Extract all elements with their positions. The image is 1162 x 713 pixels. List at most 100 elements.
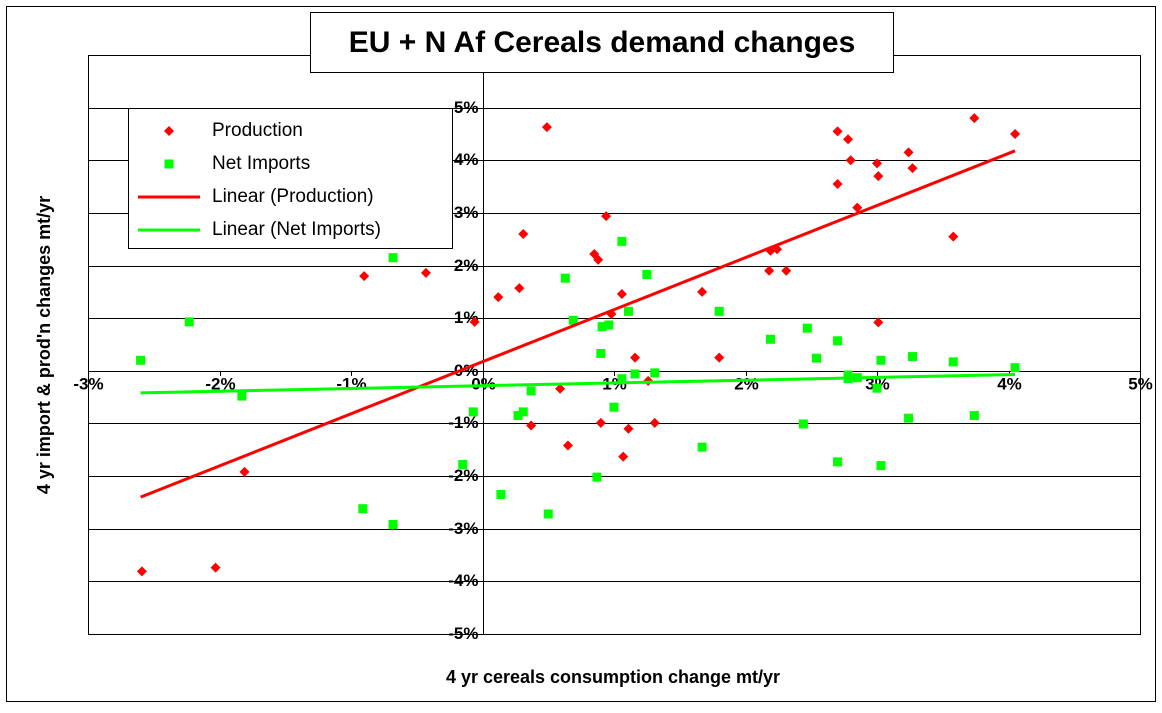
- data-point: [359, 271, 370, 282]
- data-point: [697, 442, 707, 452]
- data-point: [526, 386, 536, 396]
- data-point: [697, 286, 708, 297]
- data-point: [618, 451, 629, 462]
- chart-title: EU + N Af Cereals demand changes: [349, 26, 856, 59]
- data-point: [388, 520, 398, 530]
- data-point: [518, 407, 528, 417]
- x-tick-label: -3%: [73, 374, 103, 393]
- x-tick-label: 5%: [1128, 374, 1153, 393]
- data-point: [595, 417, 606, 428]
- data-point: [555, 383, 566, 394]
- y-tick-label: -4%: [448, 571, 478, 590]
- data-point: [597, 322, 607, 332]
- data-point: [872, 383, 882, 393]
- data-point: [843, 134, 854, 145]
- data-point: [630, 352, 641, 363]
- data-point: [136, 566, 147, 577]
- y-tick-label: -2%: [448, 466, 478, 485]
- x-tick-label: 4%: [997, 374, 1022, 393]
- data-point: [843, 370, 853, 380]
- y-tick-label: -3%: [448, 519, 478, 538]
- data-point: [468, 407, 478, 417]
- data-point: [593, 254, 604, 265]
- data-point: [560, 273, 570, 283]
- y-tick-label: -1%: [448, 413, 478, 432]
- data-point: [623, 423, 634, 434]
- y-tick-label: 4%: [454, 150, 479, 169]
- legend: Production Net Imports Linear (Production)…: [128, 108, 453, 249]
- data-point: [832, 178, 843, 189]
- legend-swatch: [164, 159, 174, 169]
- y-tick-label: 5%: [454, 98, 479, 117]
- data-point: [420, 267, 431, 278]
- data-point: [798, 419, 808, 429]
- legend-swatch: [164, 126, 174, 136]
- x-tick-label: -2%: [205, 374, 235, 393]
- data-point: [1010, 363, 1020, 373]
- data-point: [136, 355, 146, 365]
- trend-line: [140, 373, 1016, 395]
- data-point: [210, 562, 221, 573]
- x-tick-label: -1%: [336, 374, 366, 393]
- data-point: [184, 317, 194, 327]
- data-point: [526, 420, 537, 431]
- data-point: [616, 288, 627, 299]
- legend-label: Net Imports: [212, 153, 310, 174]
- data-point: [969, 113, 980, 124]
- data-point: [623, 306, 633, 316]
- x-axis-label: 4 yr cereals consumption change mt/yr: [446, 667, 780, 687]
- legend-label: Linear (Net Imports): [212, 219, 381, 240]
- data-point: [714, 352, 725, 363]
- data-point: [872, 158, 882, 169]
- data-point: [781, 265, 792, 276]
- data-point: [649, 417, 660, 428]
- y-axis-label: 4 yr import & prod'n changes mt/yr: [34, 196, 54, 494]
- data-point: [802, 323, 812, 333]
- data-point: [764, 265, 775, 276]
- data-point: [832, 126, 843, 137]
- data-point: [873, 171, 884, 182]
- data-point: [562, 440, 573, 451]
- y-tick-label: 2%: [454, 256, 479, 275]
- y-tick-label: -5%: [448, 624, 478, 643]
- data-point: [969, 411, 979, 421]
- legend-label: Linear (Production): [212, 186, 374, 207]
- data-point: [496, 490, 506, 500]
- data-point: [852, 202, 863, 213]
- data-point: [833, 457, 843, 467]
- data-point: [908, 352, 918, 362]
- data-point: [1010, 128, 1021, 139]
- data-point: [903, 147, 914, 158]
- data-point: [493, 292, 504, 303]
- x-tick-label: 2%: [734, 374, 759, 393]
- data-point: [458, 460, 468, 470]
- data-point: [596, 348, 606, 358]
- data-point: [876, 461, 886, 471]
- data-point: [714, 306, 724, 316]
- data-point: [469, 316, 480, 327]
- data-point: [650, 368, 660, 378]
- data-point: [237, 391, 247, 401]
- data-point: [833, 336, 843, 346]
- legend-label: Production: [212, 120, 303, 141]
- data-point: [514, 283, 525, 294]
- data-point: [948, 231, 959, 242]
- title-box: [310, 12, 894, 73]
- data-point: [388, 253, 398, 263]
- data-point: [239, 466, 250, 477]
- data-point: [630, 369, 640, 379]
- data-point: [873, 317, 884, 328]
- data-point: [601, 211, 612, 222]
- data-point: [765, 334, 775, 344]
- legend-box: [128, 108, 453, 249]
- data-point: [907, 163, 918, 174]
- data-point: [513, 411, 523, 421]
- data-point: [617, 236, 627, 246]
- data-point: [876, 355, 886, 365]
- data-point: [617, 374, 627, 384]
- data-point: [642, 269, 652, 279]
- data-point: [358, 504, 368, 514]
- data-point: [812, 353, 822, 363]
